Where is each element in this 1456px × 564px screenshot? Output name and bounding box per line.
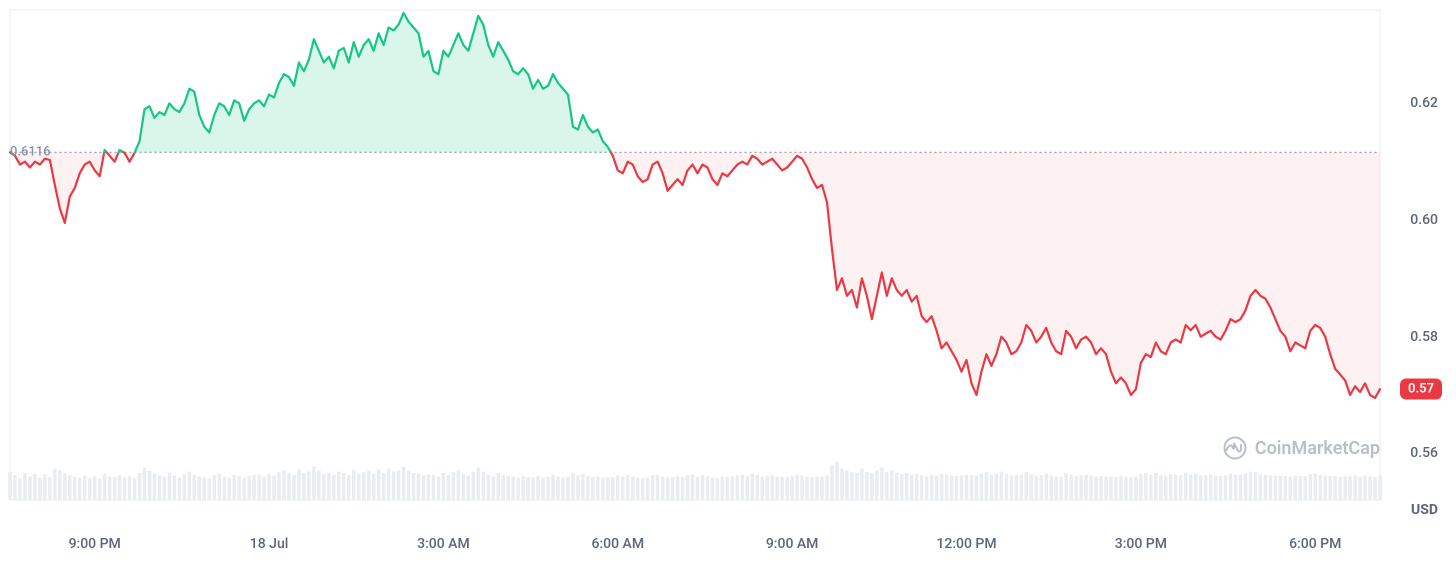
x-axis-tick-label: 9:00 PM bbox=[69, 536, 121, 552]
x-axis-tick-label: 3:00 PM bbox=[1115, 536, 1167, 552]
x-axis-tick-label: 6:00 AM bbox=[591, 536, 644, 552]
y-axis-tick-label: 0.56 bbox=[1410, 445, 1438, 461]
currency-unit-label: USD bbox=[1411, 502, 1438, 518]
coinmarketcap-logo-icon bbox=[1223, 436, 1247, 460]
watermark-text: CoinMarketCap bbox=[1255, 438, 1380, 459]
y-axis-tick-label: 0.62 bbox=[1410, 95, 1438, 111]
coinmarketcap-watermark: CoinMarketCap bbox=[1223, 436, 1380, 460]
x-axis-tick-label: 12:00 PM bbox=[936, 536, 996, 552]
current-price-badge: 0.57 bbox=[1400, 379, 1442, 400]
price-chart[interactable] bbox=[0, 0, 1456, 564]
x-axis-tick-label: 18 Jul bbox=[250, 536, 289, 552]
x-axis-tick-label: 3:00 AM bbox=[417, 536, 470, 552]
x-axis-tick-label: 6:00 PM bbox=[1289, 536, 1341, 552]
baseline-price-label: 0.6116 bbox=[10, 145, 51, 160]
x-axis-tick-label: 9:00 AM bbox=[766, 536, 819, 552]
y-axis-tick-label: 0.60 bbox=[1410, 212, 1438, 228]
y-axis-tick-label: 0.58 bbox=[1410, 329, 1438, 345]
chart-container: 0.6116 0.57 USD CoinMarketCap 0.56 0.58 0.… bbox=[0, 0, 1456, 564]
